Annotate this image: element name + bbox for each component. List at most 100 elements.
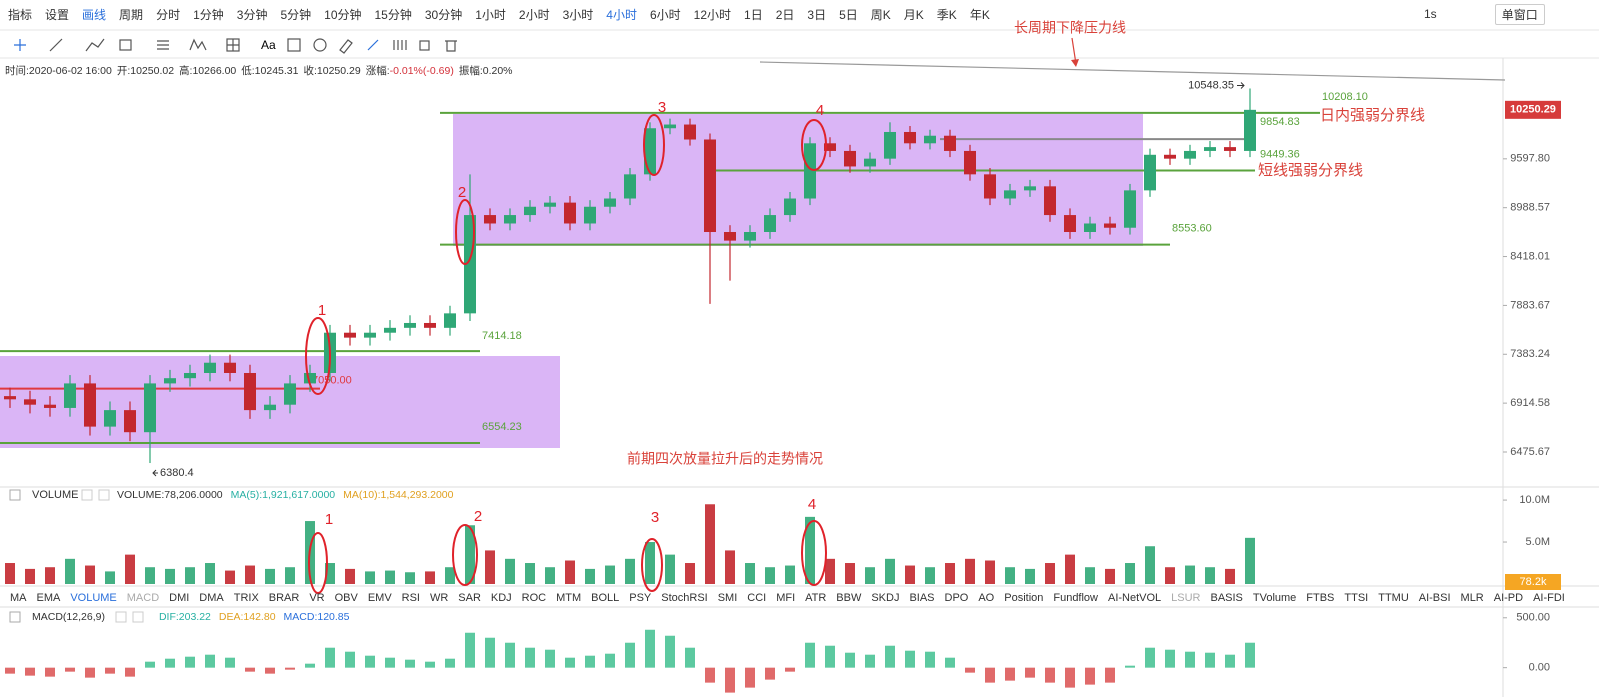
period-label[interactable]: 周期 [119,7,144,22]
macd-bar [905,650,915,668]
macd-bar [765,667,775,680]
indicator-tab[interactable]: PSY [629,592,652,604]
arrow [1237,82,1245,89]
macd-bar [1045,667,1055,683]
indicator-tabs[interactable]: MA EMA VOLUME MACD DMI DMA TRIX BRAR VR OBV EMV RSI… [10,590,1565,606]
period-button[interactable]: 分时 [156,7,181,22]
period-button[interactable]: 2日 [775,7,795,22]
indicator-tab[interactable]: AO [978,592,995,604]
period-button[interactable]: 1日 [744,7,763,22]
indicator-tab[interactable]: BBW [836,592,862,604]
indicator-tab[interactable]: SMI [717,592,738,604]
icon[interactable] [115,611,127,623]
period-button[interactable]: 3分钟 [236,7,268,22]
period-button[interactable]: 10分钟 [324,7,362,22]
indicator-tab[interactable]: TTMU [1378,592,1409,604]
indicator-tab[interactable]: EMV [367,592,392,604]
indicator-tab[interactable]: ATR [805,592,827,604]
indicator-tab[interactable]: TTSI [1344,592,1369,604]
indicator-tab[interactable]: ROC [521,592,547,604]
volume-bar [1085,567,1095,584]
candle-body [924,135,936,144]
indicator-tab[interactable]: FTBS [1306,592,1335,604]
indicator-tab[interactable]: TVolume [1252,592,1297,604]
indicator-tab[interactable]: KDJ [490,592,512,604]
indicator-tab[interactable]: TRIX [233,592,259,604]
icon[interactable] [132,611,144,623]
indicator-tab[interactable]: AI-NetVOL [1107,592,1162,604]
level-label: 9854.83 [1260,116,1300,128]
period-button[interactable]: 4小时 [606,7,637,22]
indicator-tab[interactable]: MFI [776,592,796,604]
indicator-tab[interactable]: MTM [556,592,582,604]
indicator-tab[interactable]: LSUR [1171,592,1201,604]
indicator-tab[interactable]: EMA [36,592,61,604]
period-button[interactable]: 年K [969,7,990,22]
indicator-tab[interactable]: OBV [334,592,358,604]
indicator-tab[interactable]: CCI [747,592,767,604]
candle-body [844,150,856,167]
period-button[interactable]: 5日 [839,7,858,22]
indicator-tab[interactable]: Fundflow [1053,592,1098,604]
macd-bar [1105,667,1115,683]
indicator-tab[interactable]: VR [309,592,325,604]
indicator-tab[interactable]: AI-FDI [1533,592,1565,604]
indicator-tab[interactable]: MACD [126,592,160,604]
high-label: 10548.35 [1188,79,1234,91]
marker-label: 1 [325,511,333,528]
indicator-tab[interactable]: MLR [1460,592,1484,604]
candle-body [384,327,396,333]
volume-bar [1045,563,1055,584]
indicator-tab[interactable]: DPO [944,592,969,604]
toolbar-button[interactable]: 画线 [82,7,107,22]
indicator-tab[interactable]: MA [10,592,27,604]
period-button[interactable]: 季K [936,7,957,22]
period-button[interactable]: 5分钟 [280,7,312,22]
period-button[interactable]: 2小时 [518,7,550,22]
icon[interactable] [98,489,110,501]
toolbar-button[interactable]: 指标 [8,7,33,22]
indicator-tab[interactable]: StochRSI [661,592,708,604]
indicator-tab[interactable]: SAR [458,592,481,604]
macd-bar [565,657,575,668]
indicator-tab[interactable]: BASIS [1210,592,1243,604]
period-button[interactable]: 6小时 [649,7,681,22]
period-button[interactable]: 30分钟 [424,7,463,22]
period-button[interactable]: 15分钟 [374,7,412,22]
indicator-tab[interactable]: DMI [169,592,190,604]
indicator-tab[interactable]: VOLUME [70,592,117,604]
period-button[interactable]: 月K [903,7,924,22]
period-button[interactable]: 3小时 [562,7,594,22]
window-toolbar[interactable]: 1s 单窗口 [1424,3,1545,25]
volume-bar [705,504,715,584]
period-button[interactable]: 3日 [807,7,827,22]
indicator-tab[interactable]: BIAS [909,592,935,604]
indicator-tab[interactable]: AI-PD [1493,592,1524,604]
indicator-tab[interactable]: AI-BSI [1418,592,1451,604]
indicator-tab[interactable]: WR [429,592,449,604]
volume-bar [205,563,215,584]
period-button[interactable]: 12小时 [693,7,732,22]
candle-body [484,215,496,224]
y-tick-label: 500.00 [1516,612,1550,624]
indicator-tab[interactable]: DMA [199,592,224,604]
macd-bar [485,637,495,668]
period-button[interactable]: 周K [870,7,891,22]
indicator-tab[interactable]: RSI [401,592,420,604]
refresh-rate[interactable]: 1s [1424,7,1437,21]
indicator-tab[interactable]: Position [1004,592,1044,604]
window-button[interactable]: 单窗口 [1494,3,1545,25]
period-button[interactable]: 1小时 [475,7,506,22]
y-tick-label: 9597.80 [1510,153,1550,165]
macd-bar [245,667,255,672]
indicator-tab[interactable]: BOLL [591,592,620,604]
indicator-tab[interactable]: BRAR [268,592,300,604]
drawing-toolbar[interactable] [14,38,457,54]
period-button[interactable]: 1分钟 [193,7,224,22]
icon[interactable] [81,489,93,501]
level-label: 8553.60 [1172,223,1212,235]
period-toolbar[interactable]: 指标 设置 画线 周期 分时 1分钟 3分钟 5分钟 10分钟 15分钟 30分钟 1小时 2小时 3小时… [8,4,1003,24]
toolbar-button[interactable]: 设置 [45,7,70,22]
indicator-tab[interactable]: SKDJ [871,592,900,604]
macd-bar [445,658,455,668]
